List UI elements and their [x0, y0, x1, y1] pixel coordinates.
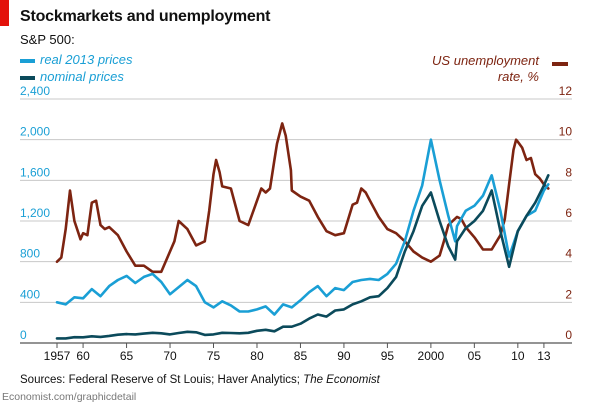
legend-unemployment-line2: rate, % [497, 69, 539, 84]
left-tick-label: 1,600 [20, 165, 50, 179]
legend-unemployment: US unemployment rate, % [432, 53, 539, 85]
legend-swatch-real [20, 59, 35, 63]
x-tick-label: 1957 [44, 349, 71, 363]
x-axis-ticks: 1957 60 65 70 75 80 85 90 95 2000 05 10 13 [44, 343, 551, 363]
right-tick-label: 12 [559, 84, 573, 98]
x-tick-label: 10 [511, 349, 525, 363]
left-tick-label: 1,200 [20, 206, 50, 220]
right-tick-label: 4 [565, 247, 572, 261]
series-lines [55, 122, 550, 340]
x-tick-label: 60 [76, 349, 90, 363]
left-axis-ticks: 0 400 800 1,200 1,600 2,000 2,400 [20, 84, 50, 342]
legend-nominal-prices: nominal prices [40, 69, 124, 84]
right-tick-label: 2 [565, 287, 572, 301]
left-tick-label: 400 [20, 287, 40, 301]
sources-note: Sources: Federal Reserve of St Louis; Ha… [20, 374, 380, 386]
left-tick-label: 2,400 [20, 84, 50, 98]
right-tick-label: 8 [565, 165, 572, 179]
series-real-prices [55, 138, 550, 316]
legend-swatch-unemployment [552, 62, 568, 66]
x-tick-label: 13 [537, 349, 551, 363]
right-tick-label: 6 [565, 206, 572, 220]
x-tick-label: 80 [250, 349, 264, 363]
x-tick-label: 95 [381, 349, 395, 363]
left-tick-label: 0 [20, 328, 27, 342]
x-tick-label: 90 [337, 349, 351, 363]
right-tick-label: 10 [559, 125, 573, 139]
right-axis-ticks: 0 2 4 6 8 10 12 [559, 84, 573, 342]
right-tick-label: 0 [565, 328, 572, 342]
x-tick-label: 85 [294, 349, 308, 363]
chart-subtitle: S&P 500: [20, 32, 75, 47]
legend-real-prices: real 2013 prices [40, 52, 133, 67]
publication-name: The Economist [303, 374, 380, 386]
left-tick-label: 2,000 [20, 125, 50, 139]
site-credit: Economist.com/graphicdetail [2, 391, 137, 403]
gridlines [20, 98, 572, 344]
series-unemployment-rate [55, 122, 550, 274]
sources-text: Sources: Federal Reserve of St Louis; Ha… [20, 374, 300, 386]
series-nominal-prices [55, 174, 550, 340]
x-tick-label: 05 [468, 349, 482, 363]
chart-title: Stockmarkets and unemployment [20, 8, 271, 25]
legend-unemployment-line1: US unemployment [432, 53, 539, 68]
x-tick-label: 75 [207, 349, 221, 363]
brand-red-tab [0, 0, 9, 26]
x-tick-label: 65 [120, 349, 134, 363]
x-tick-label: 2000 [418, 349, 445, 363]
x-tick-label: 70 [163, 349, 177, 363]
left-tick-label: 800 [20, 247, 40, 261]
legend-swatch-nominal [20, 76, 35, 80]
